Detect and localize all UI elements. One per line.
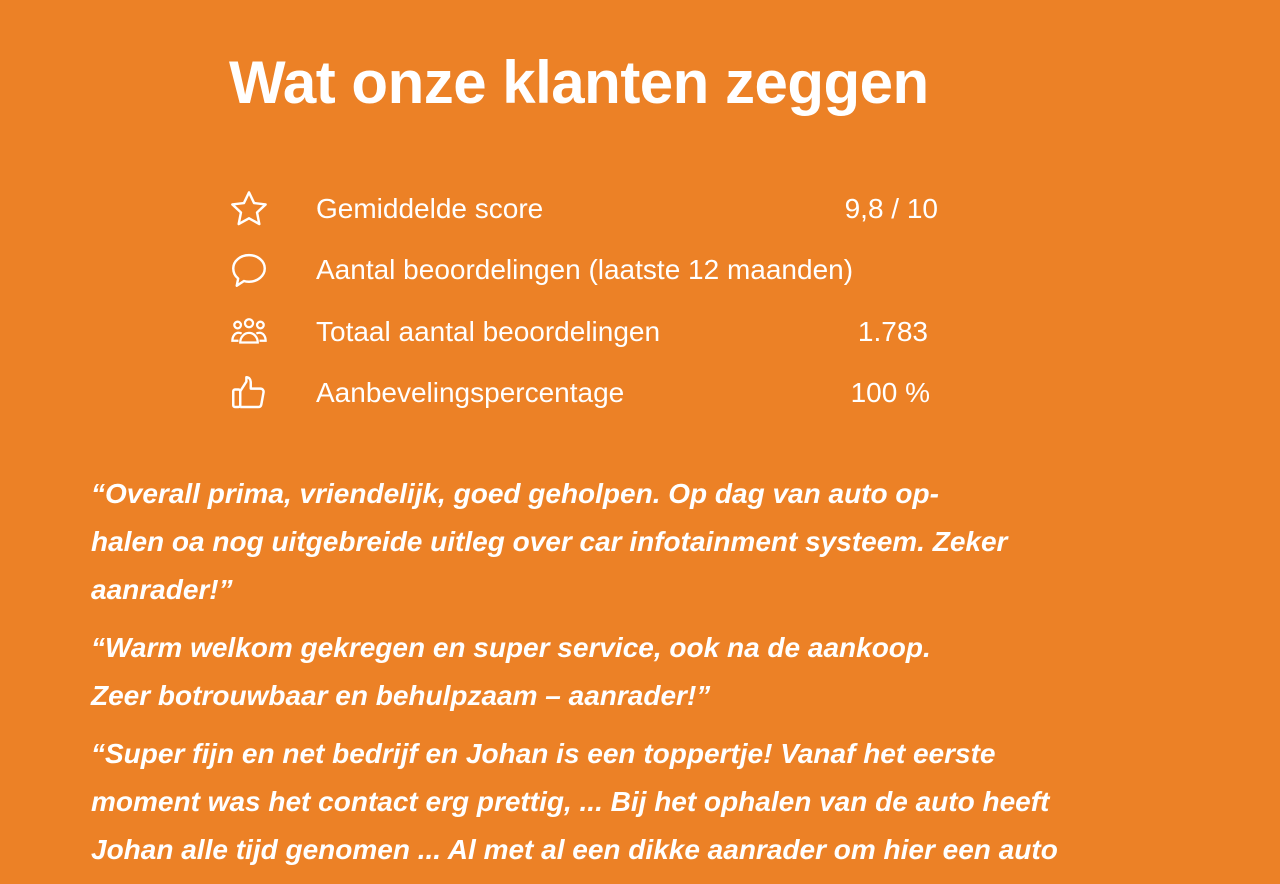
chat-bubble-icon bbox=[228, 248, 272, 292]
stat-label: Aanbevelingspercentage bbox=[316, 377, 625, 409]
star-icon bbox=[228, 187, 272, 231]
testimonials: “Overall prima, vriendelijk, goed geholp… bbox=[91, 470, 1251, 884]
testimonial-line: moment was het contact erg prettig, ... … bbox=[91, 786, 1050, 817]
testimonial-line: aanrader!” bbox=[91, 574, 233, 605]
page-title: Wat onze klanten zeggen bbox=[229, 49, 929, 116]
stat-value: 100 % bbox=[850, 377, 930, 409]
stats-list: Gemiddelde score 9,8 / 10 Aantal beoorde… bbox=[228, 178, 948, 424]
testimonial-line: Zeer botrouwbaar en behulpzaam – aanrade… bbox=[91, 680, 711, 711]
stat-label: Aantal beoordelingen (laatste 12 maanden… bbox=[316, 254, 854, 286]
stat-label: Totaal aantal beoordelingen bbox=[316, 315, 661, 347]
stat-average-score: Gemiddelde score 9,8 / 10 bbox=[228, 178, 948, 240]
testimonial: “Super fijn en net bedrijf en Johan is e… bbox=[91, 730, 1251, 874]
testimonial-line: Johan alle tijd genomen ... Al met al ee… bbox=[91, 834, 1058, 865]
testimonial-line: halen oa nog uitgebreide uitleg over car… bbox=[91, 526, 1008, 557]
stat-total-reviews: Totaal aantal beoordelingen 1.783 bbox=[228, 301, 948, 363]
thumbs-up-icon bbox=[228, 371, 272, 415]
testimonial-line: “Warm welkom gekregen en super service, … bbox=[91, 632, 931, 663]
users-icon bbox=[228, 310, 272, 354]
testimonial: “Overall prima, vriendelijk, goed geholp… bbox=[91, 470, 1251, 614]
stat-recommendation-percentage: Aanbevelingspercentage 100 % bbox=[228, 363, 948, 425]
stat-value: 9,8 / 10 bbox=[844, 192, 938, 224]
stat-reviews-12-months: Aantal beoordelingen (laatste 12 maanden… bbox=[228, 240, 948, 302]
testimonial-line: “Super fijn en net bedrijf en Johan is e… bbox=[91, 738, 996, 769]
stat-value: 1.783 bbox=[857, 315, 928, 347]
testimonial: “Warm welkom gekregen en super service, … bbox=[91, 624, 1251, 720]
stat-label: Gemiddelde score bbox=[316, 192, 544, 224]
testimonial-line: “Overall prima, vriendelijk, goed geholp… bbox=[91, 478, 939, 509]
